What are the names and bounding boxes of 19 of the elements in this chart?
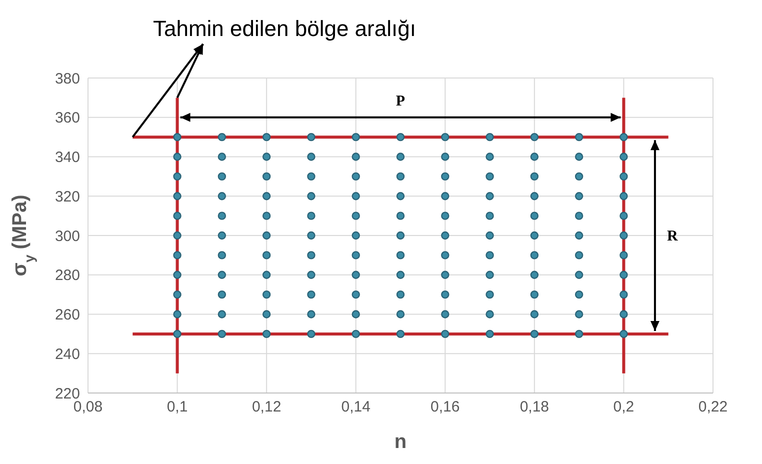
y-tick-label: 340 — [54, 149, 80, 166]
y-tick-label: 320 — [54, 188, 80, 206]
x-tick-label: 0,1 — [166, 398, 188, 416]
x-tick-label: 0,12 — [252, 398, 282, 416]
y-tick-label: 360 — [54, 110, 80, 127]
x-tick-label: 0,22 — [698, 398, 728, 416]
x-tick-label: 0,2 — [613, 398, 634, 416]
annotation: R — [666, 228, 678, 244]
y-tick-label: 260 — [54, 306, 80, 324]
annotation: P — [396, 93, 406, 110]
x-tick-label: 0,14 — [341, 398, 370, 416]
y-tick-label: 240 — [54, 346, 80, 363]
x-tick-label: 0,16 — [430, 398, 460, 416]
y-tick-label: 380 — [54, 70, 80, 88]
chart-title: Tahmin edilen bölge aralığı — [153, 16, 416, 41]
y-tick-label: 280 — [54, 267, 80, 284]
x-tick-label: 0,18 — [520, 398, 550, 416]
y-tick-label: 300 — [54, 228, 80, 245]
x-axis-title: n — [394, 431, 407, 453]
